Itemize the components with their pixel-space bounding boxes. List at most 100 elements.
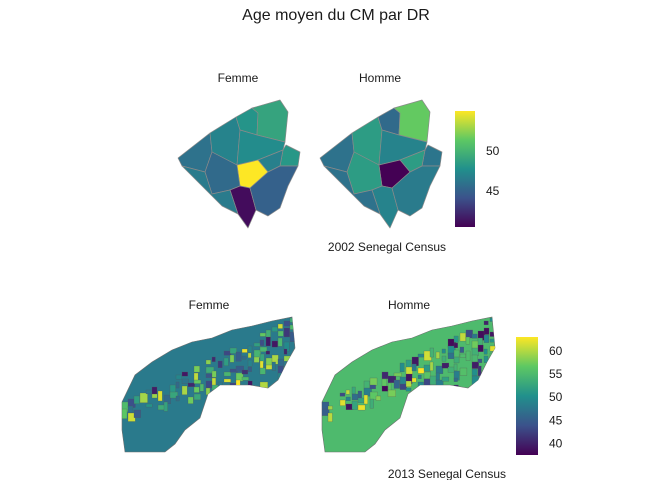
- region-homme-2013-cell: [471, 347, 479, 356]
- region-femme-2013-cell: [193, 393, 201, 401]
- region-femme-2013-cell: [211, 356, 216, 362]
- region-femme-2013-cell: [229, 382, 237, 389]
- region-femme-2013-cell: [283, 327, 290, 338]
- region-homme-2013-cell: [393, 379, 400, 389]
- legend-colorbar-2002: [455, 111, 475, 227]
- region-femme-2013-cell: [139, 392, 148, 403]
- region-femme-2013-cell: [223, 357, 229, 366]
- region-femme-2013-cell: [157, 390, 163, 402]
- region-homme-2013-cell: [489, 331, 495, 337]
- region-homme-2013-cell: [477, 358, 483, 363]
- region-homme-2013-cell: [471, 333, 478, 339]
- legend-ticks-2002: 45 50: [475, 144, 500, 198]
- region-homme-2013-cell: [453, 384, 459, 389]
- legend-ticks-2013: 40 45 50 55 60: [538, 344, 563, 450]
- region-femme-2013-cell: [229, 354, 235, 363]
- legend-tick-label-2013: 40: [549, 436, 563, 450]
- region-homme-2013-cell: [483, 348, 488, 355]
- region-homme-2013-cell: [399, 383, 407, 390]
- region-homme-2013-cell: [489, 338, 495, 343]
- region-femme-2013-cell: [271, 326, 278, 332]
- region-femme-2013-cell: [235, 365, 244, 372]
- region-femme-2013-cell: [187, 396, 194, 404]
- facet-label-homme-2013: Homme: [388, 298, 430, 312]
- region-homme-2013-cell: [417, 367, 425, 374]
- map-homme-2002: [319, 99, 443, 229]
- region-homme-2013-cell: [369, 377, 378, 386]
- map-homme-2013: [321, 316, 496, 453]
- region-femme-2013-cell: [127, 405, 134, 413]
- region-femme-2013-cell: [193, 386, 200, 393]
- region-homme-2013-cell: [447, 366, 455, 373]
- legend-tick-label-2002: 50: [486, 144, 500, 158]
- region-homme-2013-cell: [441, 376, 450, 382]
- region-femme-2013-cell: [205, 380, 213, 389]
- region-homme-2013-cell: [477, 365, 482, 376]
- region-homme-2013-cell: [417, 374, 422, 379]
- region-homme-2002-10: [391, 165, 441, 217]
- region-homme-2013-cell: [483, 334, 490, 343]
- region-homme-2013-cell: [471, 361, 479, 369]
- region-homme-2013-cell: [387, 375, 397, 383]
- region-homme-2013-cell: [417, 353, 425, 358]
- region-homme-2013-cell: [477, 344, 484, 352]
- region-homme-2013-cell: [471, 368, 478, 377]
- region-femme-2013-cell: [289, 373, 295, 384]
- region-homme-2013-cell: [441, 362, 450, 369]
- region-homme-2013-cell: [483, 327, 490, 335]
- region-homme-2013-cell: [459, 353, 467, 358]
- region-femme-2013-cell: [277, 358, 285, 368]
- region-femme-2013-cell: [133, 395, 140, 404]
- region-homme-2013-cell: [411, 377, 417, 383]
- region-homme-2013-cell: [322, 408, 330, 416]
- region-femme-2013-cell: [199, 383, 204, 392]
- region-femme-2013-cell: [193, 379, 202, 384]
- region-femme-2013-cell: [205, 359, 211, 365]
- region-femme-2013-cell: [223, 378, 231, 383]
- region-femme-2013-cell: [271, 361, 276, 371]
- region-homme-2013-cell: [465, 350, 471, 361]
- region-homme-2013-cell: [429, 361, 434, 371]
- region-homme-2013-cell: [423, 385, 432, 392]
- region-homme-2013-cell: [357, 404, 366, 411]
- legend-colorbar-2013: [516, 337, 538, 455]
- region-femme-2002-11: [181, 165, 239, 215]
- region-homme-2013-cell: [339, 392, 346, 397]
- region-homme-2013-cell: [489, 317, 495, 322]
- region-femme-2013-cell: [145, 403, 153, 408]
- region-femme-2013-cell: [181, 385, 188, 395]
- region-homme-2013-cell: [453, 349, 460, 358]
- region-femme-2013-cell: [277, 330, 284, 337]
- region-homme-2013-cell: [435, 372, 440, 382]
- region-homme-2013-cell: [405, 387, 412, 392]
- region-femme-2013-cell: [169, 391, 178, 399]
- region-homme-2013-cell: [369, 398, 374, 409]
- region-femme-2013-cell: [283, 355, 291, 362]
- region-homme-2013-cell: [471, 375, 479, 386]
- region-femme-2013-cell: [259, 346, 268, 352]
- region-homme-2013-cell: [459, 332, 466, 342]
- region-homme-2013-cell: [453, 377, 458, 382]
- region-homme-2013-cell: [453, 335, 459, 343]
- region-femme-2002-10: [249, 165, 299, 217]
- region-homme-2013-cell: [489, 352, 494, 362]
- region-femme-2013-cell: [253, 349, 261, 359]
- region-femme-2013-cell: [235, 351, 242, 362]
- facet-label-femme-2002: Femme: [218, 71, 259, 85]
- region-homme-2013-cell: [411, 363, 417, 372]
- facet-label-homme-2002: Homme: [359, 71, 401, 85]
- region-homme-2013-cell: [375, 395, 381, 401]
- region-homme-2013-cell: [363, 394, 368, 405]
- region-femme-2013-cell: [265, 336, 271, 347]
- map-femme-2013: [121, 316, 296, 453]
- region-femme-2013-cell: [259, 332, 266, 337]
- region-femme-2013-cell: [271, 340, 278, 348]
- region-femme-2013-cell: [265, 329, 271, 338]
- region-homme-2013-cell: [339, 399, 346, 406]
- region-femme-2013-cell: [283, 320, 291, 327]
- legend-tick-label-2013: 55: [549, 367, 563, 381]
- region-femme-2013-cell: [277, 372, 285, 379]
- region-femme-2013-cell: [163, 401, 168, 412]
- region-femme-2013-cell: [175, 381, 180, 389]
